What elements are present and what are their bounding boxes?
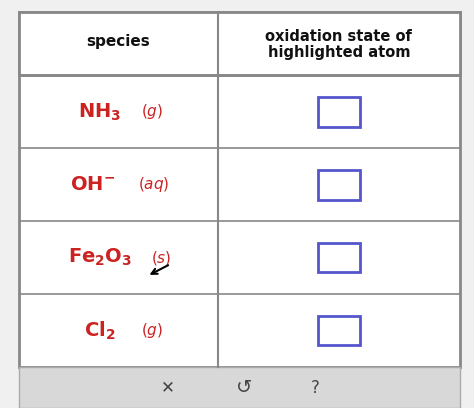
Text: $\mathbf{Fe_2O_3}$: $\mathbf{Fe_2O_3}$ (67, 247, 132, 268)
Polygon shape (19, 12, 460, 75)
Text: $\mathbf{OH^{-}}$: $\mathbf{OH^{-}}$ (70, 175, 115, 194)
Text: oxidation state of: oxidation state of (265, 29, 412, 44)
Text: $(s)$: $(s)$ (151, 249, 172, 267)
Polygon shape (19, 12, 460, 367)
Text: species: species (87, 34, 150, 49)
Text: $\mathbf{NH_3}$: $\mathbf{NH_3}$ (78, 101, 121, 122)
Text: $(g)$: $(g)$ (141, 102, 163, 122)
Polygon shape (318, 243, 360, 273)
Text: $\mathbf{Cl_2}$: $\mathbf{Cl_2}$ (84, 319, 115, 342)
Text: ✕: ✕ (161, 379, 175, 397)
Text: $(g)$: $(g)$ (141, 321, 163, 340)
Text: ?: ? (311, 379, 319, 397)
Polygon shape (19, 367, 460, 408)
Text: highlighted atom: highlighted atom (268, 44, 410, 60)
Polygon shape (318, 170, 360, 200)
Text: $(aq)$: $(aq)$ (138, 175, 170, 194)
Polygon shape (318, 316, 360, 346)
Polygon shape (318, 97, 360, 126)
Text: ↺: ↺ (236, 378, 252, 397)
